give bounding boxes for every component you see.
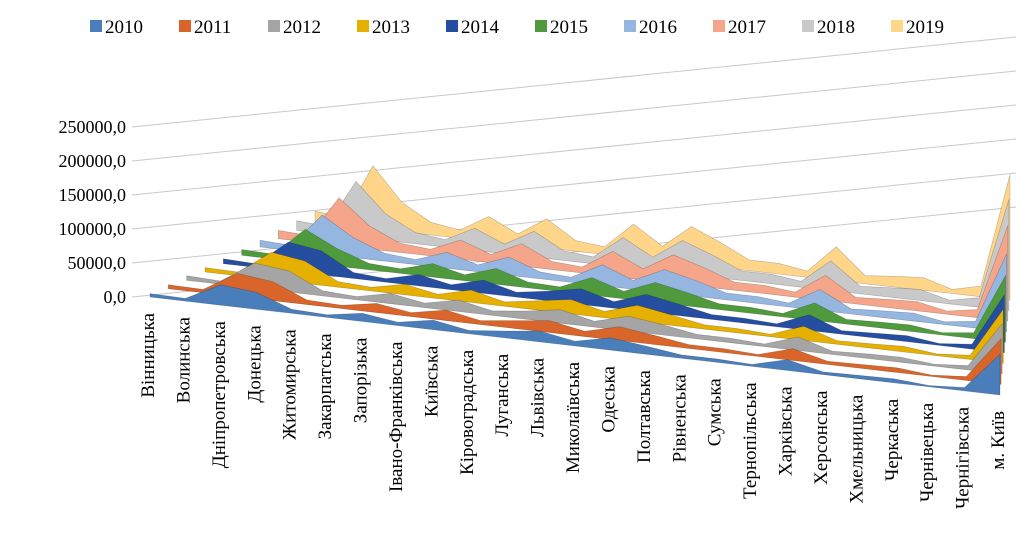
x-tick-label: Запорізька (351, 337, 372, 423)
x-tick-label: Волинська (173, 317, 194, 404)
x-tick-label: Закарпатська (315, 333, 336, 440)
area (223, 241, 1005, 354)
x-tick-label: Дніпропетровська (209, 321, 230, 469)
x-tick-label: Черкаська (882, 398, 903, 481)
x-tick-label: Луганська (492, 353, 513, 436)
legend-swatch (90, 20, 102, 32)
legend-label: 2011 (194, 17, 231, 38)
legend-swatch (891, 20, 903, 32)
x-tick-label: Житомирська (280, 329, 301, 440)
x-tick-label: Одеська (598, 366, 619, 433)
y-tick-label: 0,0 (104, 287, 127, 307)
x-tick-label: Полтавська (634, 370, 655, 463)
x-tick-label: Хмельницька (846, 394, 867, 503)
x-tick-label: м. Київ (988, 411, 1009, 470)
x-tick-label: Сумська (705, 378, 726, 447)
y-tick-label: 50000,0 (68, 253, 127, 273)
y-tick-label: 200000,0 (59, 151, 127, 171)
x-tick-label: Донецька (244, 325, 265, 403)
area (186, 262, 1003, 375)
x-tick-label: Вінницька (138, 312, 159, 397)
x-tick-label: Харківська (776, 386, 797, 476)
legend-label: 2014 (461, 17, 500, 38)
legend-swatch (268, 20, 280, 32)
x-tick-label: Чернівецька (917, 402, 938, 502)
legend-swatch (535, 20, 547, 32)
grid-line (131, 36, 1016, 128)
legend-label: 2010 (105, 17, 143, 38)
legend-label: 2018 (817, 17, 855, 38)
grid-line (131, 138, 1016, 230)
legend-swatch (713, 20, 725, 32)
grid-line (131, 104, 1016, 196)
x-tick-label: Івано-Франківська (386, 341, 407, 492)
x-tick-label: Тернопільська (740, 382, 761, 499)
x-tick-label: Львівська (528, 357, 549, 437)
legend-swatch (179, 20, 191, 32)
grid-line (131, 70, 1016, 162)
x-tick-label: Чернігівська (953, 406, 974, 509)
legend-swatch (802, 20, 814, 32)
area (168, 273, 1002, 385)
x-tick-label: Кіровоградська (457, 349, 478, 475)
legend-label: 2016 (639, 17, 677, 38)
legend-label: 2012 (283, 17, 321, 38)
legend-label: 2017 (728, 17, 766, 38)
legend-label: 2019 (906, 17, 944, 38)
legend-label: 2013 (372, 17, 410, 38)
legend-swatch (624, 20, 636, 32)
area (149, 284, 1001, 396)
y-tick-label: 100000,0 (59, 219, 127, 239)
x-tick-label: Київська (421, 345, 442, 417)
x-tick-label: Миколаївська (563, 361, 584, 473)
x-tick-label: Херсонська (811, 390, 832, 485)
y-tick-label: 150000,0 (59, 185, 127, 205)
x-tick-label: Рівненська (669, 374, 690, 463)
y-tick-label: 250000,0 (59, 117, 127, 137)
legend-swatch (357, 20, 369, 32)
legend-swatch (446, 20, 458, 32)
area (204, 251, 1004, 364)
legend-label: 2015 (550, 17, 588, 38)
